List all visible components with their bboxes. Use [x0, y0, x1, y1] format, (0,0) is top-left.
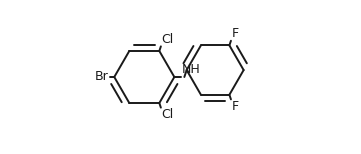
- Text: F: F: [232, 27, 239, 40]
- Text: NH: NH: [182, 63, 200, 76]
- Text: Cl: Cl: [162, 33, 174, 46]
- Text: Cl: Cl: [162, 108, 174, 121]
- Text: F: F: [232, 100, 239, 113]
- Text: Br: Br: [95, 71, 109, 83]
